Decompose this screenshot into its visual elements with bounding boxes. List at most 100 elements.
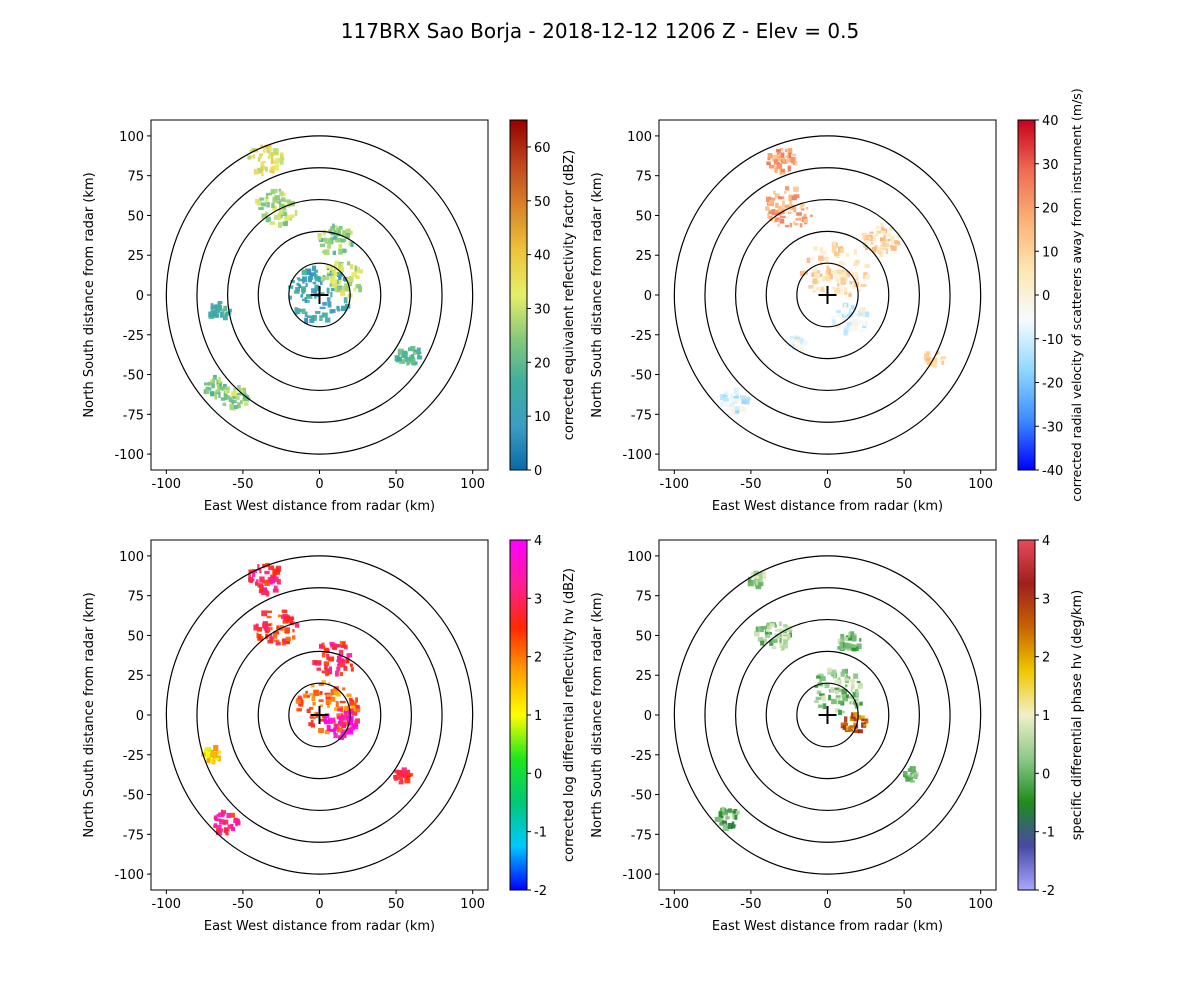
- p2-echo-cell-1: [852, 321, 858, 327]
- p2-echo-cell-2: [784, 186, 790, 191]
- p2-range-ring-80km: [704, 167, 951, 423]
- p1-echo-cell-3: [280, 197, 286, 201]
- p1-echo-cell-6: [222, 383, 227, 388]
- p3-echo-cell-1: [329, 729, 335, 732]
- p3-echo-cell-2: [337, 663, 340, 667]
- p2-echo-cell-0: [825, 270, 830, 276]
- p1-echo-cell-1: [330, 267, 333, 270]
- p3-echo-cell-2: [329, 641, 335, 646]
- p1-echo-cell-6: [216, 383, 220, 387]
- p2-echo-cell-2: [768, 199, 775, 203]
- p2-echo-cell-0: [832, 240, 836, 247]
- p2-y-tick-label: 25: [635, 249, 652, 264]
- p2-echo-cell-6: [939, 356, 945, 362]
- p3-echo-cell-0: [336, 723, 340, 729]
- p4-echo-cell-3: [840, 638, 843, 644]
- p2-echo-cell-3: [787, 165, 791, 172]
- p2-echo-cell-7: [799, 347, 805, 352]
- p4-echo-cell-0: [851, 678, 855, 685]
- p3-echo-cell-0: [312, 702, 316, 706]
- p2-echo-cell-3: [786, 159, 791, 163]
- p3-echo-cell-0: [310, 720, 314, 726]
- p4-echo-cell-5: [755, 583, 762, 590]
- p3-echo-cell-3: [273, 633, 278, 639]
- p3-echo-cell-0: [336, 727, 343, 733]
- p4-echo-cell-1: [845, 726, 849, 731]
- p3-echo-cell-7: [205, 751, 210, 758]
- p1-echo-cell-7: [401, 352, 408, 358]
- p2-echo-cell-0: [818, 255, 824, 261]
- p2-echo-cell-2: [784, 224, 790, 228]
- p2-echo-cell-2: [786, 205, 791, 209]
- p2-echo-cell-4: [878, 230, 882, 234]
- p1-echo-cell-6: [210, 379, 215, 384]
- p3-echo-cell-5: [223, 827, 228, 834]
- p1-echo-cell-2: [334, 239, 338, 243]
- p4-echo-cell-0: [816, 675, 821, 679]
- p4-echo-cell-0: [850, 687, 854, 693]
- p3-y-tick-label: -75: [123, 828, 144, 843]
- p2-echo-cell-4: [865, 245, 869, 251]
- p2-echo-cell-0: [815, 287, 821, 291]
- p4-colorbar-tick-label: 1: [1042, 709, 1050, 724]
- p2-echo-cell-2: [793, 194, 800, 199]
- p4-echo-cell-3: [839, 641, 844, 648]
- p2-echo-cell-4: [883, 235, 886, 242]
- p3-echo-cell-6: [398, 780, 404, 785]
- p1-echo-cell-2: [329, 238, 333, 243]
- p1-echo-cell-8: [221, 308, 225, 313]
- p2-echo-cell-4: [877, 250, 882, 254]
- p1-echo-cell-0: [326, 267, 330, 271]
- p3-echo-cell-3: [284, 627, 291, 634]
- p2-echo-cell-6: [927, 358, 931, 363]
- p4-echo-cell-0: [834, 688, 839, 695]
- p1-echo-cell-0: [336, 308, 341, 312]
- p1-echo-cell-1: [331, 282, 338, 288]
- p1-echo-cell-7: [396, 356, 402, 362]
- p4-echo-cell-1: [853, 717, 858, 722]
- p2-echo-cell-3: [787, 148, 793, 154]
- p2-echo-cell-0: [832, 245, 837, 249]
- p1-echo-cell-3: [270, 188, 276, 195]
- p2-echo-cell-1: [843, 330, 848, 336]
- p2-echo-cell-2: [805, 207, 809, 210]
- p4-range-ring-80km: [704, 587, 951, 843]
- p3-y-tick-label: -100: [114, 868, 144, 883]
- p3-echo-cell-2: [326, 653, 330, 658]
- p2-echo-cell-0: [813, 267, 818, 273]
- p3-echo-cell-3: [257, 633, 262, 640]
- p4-colorbar-tick-label: -1: [1042, 826, 1055, 841]
- p1-echo-cell-0: [308, 276, 314, 280]
- p4-echo-cell-5: [755, 579, 759, 586]
- p1-echo-cell-2: [332, 223, 335, 228]
- p4-x-tick-label: -100: [660, 897, 690, 912]
- p4-y-tick-label: 100: [627, 550, 652, 565]
- p1-echo-cell-3: [285, 199, 292, 203]
- p2-range-ring-60km: [734, 198, 921, 392]
- p3-colorbar-label: corrected log differential reflectivity …: [562, 568, 577, 862]
- p1-echo-cell-5: [239, 389, 246, 395]
- p1-echo-cell-2: [327, 243, 332, 249]
- p4-echo-cell-4: [727, 822, 733, 829]
- p4-echo-cell-0: [843, 677, 849, 681]
- p4-echo-cell-4: [722, 825, 729, 832]
- p2-echo-cell-5: [723, 397, 729, 402]
- p3-echo-cell-0: [318, 699, 324, 703]
- p2-echo-cell-5: [728, 407, 735, 411]
- p3-echo-cell-4: [248, 574, 251, 577]
- p1-echo-cell-3: [273, 214, 279, 221]
- p4-echo-cell-3: [841, 638, 845, 644]
- p2-echo-cell-2: [792, 205, 796, 210]
- p1-y-tick-label: -50: [123, 369, 144, 384]
- p2-echo-cell-0: [838, 261, 845, 268]
- p3-echo-cell-1: [327, 725, 330, 732]
- p2-echo-cell-2: [779, 218, 785, 224]
- p3-echo-cell-3: [285, 616, 289, 621]
- p2-echo-cell-0: [835, 273, 841, 280]
- p4-echo-cell-0: [855, 698, 859, 702]
- p2-echo-cell-1: [853, 327, 859, 331]
- p4-echo-cell-5: [757, 572, 763, 576]
- p2-echo-cell-0: [840, 248, 845, 253]
- p3-echo-cell-0: [348, 697, 353, 701]
- p4-colorbar-tick-label: 0: [1042, 767, 1050, 782]
